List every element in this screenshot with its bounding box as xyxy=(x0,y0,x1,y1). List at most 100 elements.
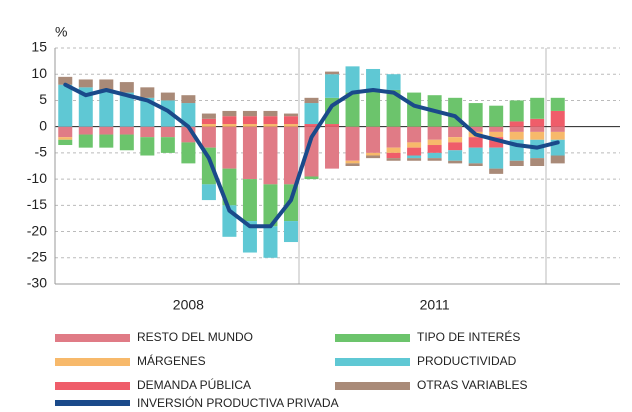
bar-segment xyxy=(283,116,298,125)
bar-segment xyxy=(427,126,442,140)
bar-segment xyxy=(78,87,93,127)
y-tick-label: -20 xyxy=(27,222,47,238)
bar-segment xyxy=(201,126,216,148)
bar-segment xyxy=(427,139,442,146)
bar-segment xyxy=(366,152,381,156)
bar-segment xyxy=(181,103,196,127)
bar-segment xyxy=(386,152,401,159)
bar-segment xyxy=(140,126,155,138)
bar-segment xyxy=(407,126,422,143)
legend-label: RESTO DEL MUNDO xyxy=(137,330,253,344)
y-tick-label: -5 xyxy=(35,144,48,160)
bar-segment xyxy=(530,118,545,127)
bar-segment xyxy=(489,105,504,127)
bar-segment xyxy=(427,158,442,161)
legend-swatch xyxy=(335,358,410,366)
bar-segment xyxy=(119,126,134,135)
bar-segment xyxy=(242,179,257,222)
bar-segment xyxy=(242,116,257,125)
bar-segment xyxy=(263,226,278,258)
bar-segment xyxy=(489,147,504,169)
bar-segment xyxy=(468,163,483,166)
bar-segment xyxy=(345,160,360,164)
legend-label: PRODUCTIVIDAD xyxy=(417,354,517,368)
y-tick-label: 10 xyxy=(31,65,47,81)
bar-segment xyxy=(489,137,504,148)
bar-segment xyxy=(304,126,319,177)
bar-segment xyxy=(160,126,175,138)
bar-segment xyxy=(550,155,565,164)
bar-segment xyxy=(427,152,442,159)
bar-segment xyxy=(345,92,360,127)
bar-segment xyxy=(222,126,237,169)
bar-segment xyxy=(242,126,257,180)
bar-segment xyxy=(99,89,114,127)
bar-segment xyxy=(263,110,278,117)
bar-segment xyxy=(468,147,483,164)
bar-segment xyxy=(489,131,504,138)
y-tick-label: -15 xyxy=(27,196,47,212)
bar-segment xyxy=(345,126,360,161)
bar-segment xyxy=(140,87,155,98)
legend-swatch xyxy=(55,400,130,406)
bar-segment xyxy=(304,103,319,125)
bar-segment xyxy=(222,110,237,117)
bar-segment xyxy=(407,92,422,127)
bar-segment xyxy=(201,118,216,125)
bar-segment xyxy=(181,95,196,104)
bar-segment xyxy=(407,155,422,159)
bar-segment xyxy=(325,71,340,75)
bar-segment xyxy=(242,110,257,117)
bar-segment xyxy=(530,126,545,132)
bar-segment xyxy=(201,113,216,119)
bar-segment xyxy=(386,147,401,153)
bar-segment xyxy=(201,147,216,185)
bar-segment xyxy=(283,113,298,117)
bar-segment xyxy=(325,74,340,98)
bar-segment xyxy=(509,126,524,132)
bar-segment xyxy=(468,137,483,148)
bar-segment xyxy=(366,89,381,127)
y-tick-label: -10 xyxy=(27,170,47,186)
bar-segment xyxy=(283,126,298,185)
legend-label: INVERSIÓN PRODUCTIVA PRIVADA xyxy=(137,395,339,410)
bar-segment xyxy=(78,126,93,135)
bar-segment xyxy=(468,103,483,127)
y-tick-label: 5 xyxy=(39,91,47,107)
bar-segment xyxy=(489,168,504,174)
bar-segment xyxy=(509,100,524,122)
legend-swatch xyxy=(55,358,130,366)
bar-segment xyxy=(119,134,134,151)
bar-segment xyxy=(427,145,442,153)
bar-segment xyxy=(550,131,565,140)
bar-segment xyxy=(58,139,73,146)
x-tick-label: 2008 xyxy=(173,297,204,313)
bar-segment xyxy=(160,137,175,153)
bar-segment xyxy=(448,160,463,164)
bar-segment xyxy=(242,124,257,127)
bar-segment xyxy=(530,158,545,166)
bar-segment xyxy=(58,137,73,140)
y-tick-label: 0 xyxy=(39,117,47,133)
bar-segment xyxy=(99,79,114,90)
bar-segment xyxy=(325,126,340,169)
bar-segment xyxy=(222,124,237,127)
bar-segment xyxy=(509,131,524,140)
bar-segment xyxy=(140,97,155,127)
bar-segment xyxy=(448,126,463,138)
bar-segment xyxy=(509,160,524,166)
bar-segment xyxy=(345,66,360,93)
bar-segment xyxy=(448,137,463,143)
bar-segment xyxy=(386,89,401,127)
bar-segment xyxy=(550,97,565,111)
bar-segment xyxy=(509,121,524,127)
bar-segment xyxy=(325,124,340,127)
bar-segment xyxy=(550,110,565,127)
legend-swatch xyxy=(55,382,130,390)
bar-segment xyxy=(140,137,155,156)
bar-segment xyxy=(222,116,237,125)
bar-segment xyxy=(530,131,545,140)
bar-segment xyxy=(160,92,175,101)
bar-segment xyxy=(263,184,278,227)
